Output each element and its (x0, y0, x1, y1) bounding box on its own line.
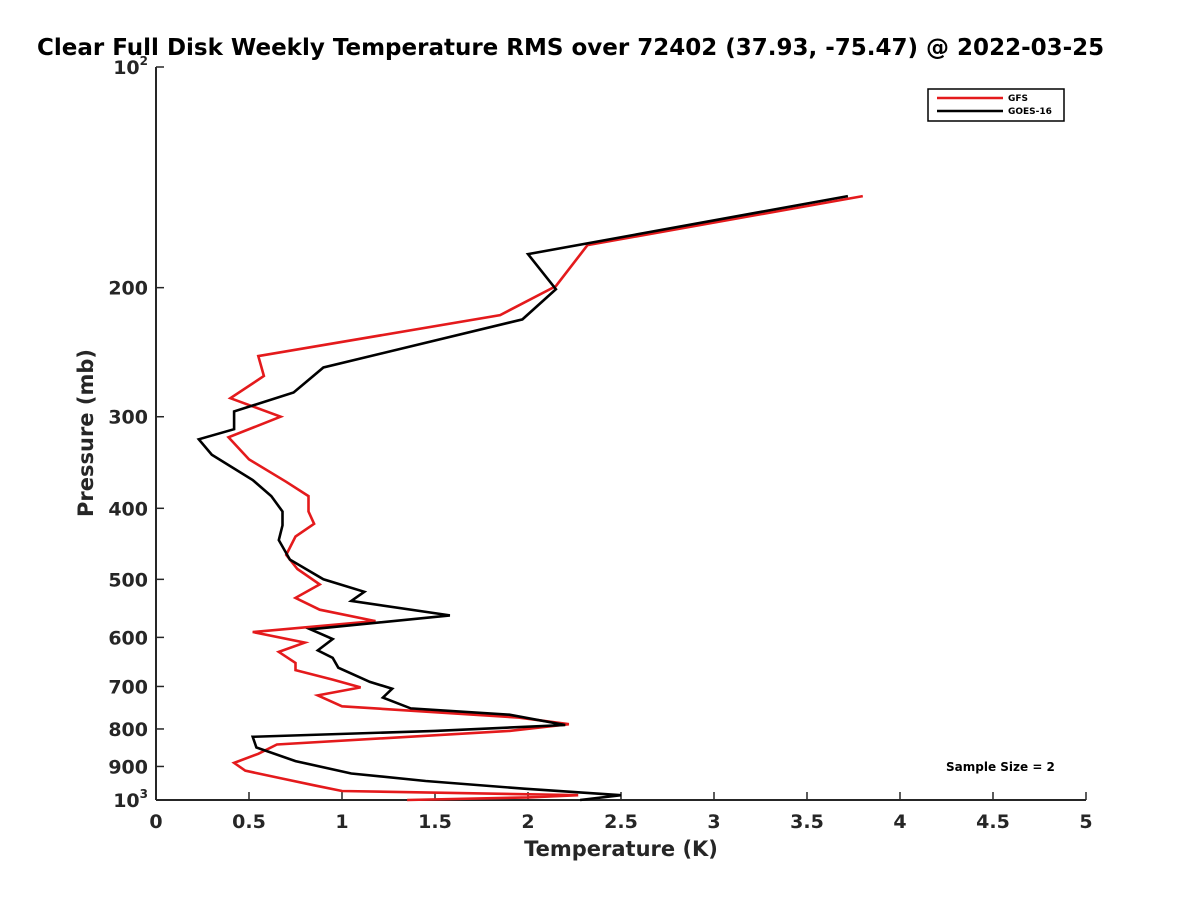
x-tick-label: 1 (335, 811, 348, 833)
x-tick-label: 4.5 (976, 811, 1010, 833)
legend-label-goes-16: GOES-16 (1008, 107, 1052, 117)
plot-area: 0 0.5 1 1.5 2 2.5 3 3.5 4 4.5 5 102 200 300 400 500 600… (108, 54, 1092, 833)
sample-size-annotation: Sample Size = 2 (946, 760, 1055, 774)
x-tick-label: 4 (893, 811, 906, 833)
x-tick-label: 0.5 (232, 811, 266, 833)
legend-label-gfs: GFS (1008, 94, 1028, 104)
x-tick-label: 3.5 (790, 811, 824, 833)
y-tick-label: 800 (108, 719, 148, 741)
y-axis-label: Pressure (mb) (74, 349, 98, 517)
legend-box (927, 88, 1065, 122)
y-axis-ticks: 102 200 300 400 500 600 700 800 900 103 (108, 54, 164, 812)
y-tick-label: 300 (108, 407, 148, 429)
x-tick-label: 5 (1079, 811, 1092, 833)
x-tick-label: 2 (521, 811, 534, 833)
series-line-gfs (226, 194, 864, 802)
series-layer (196, 194, 864, 802)
chart-title: Clear Full Disk Weekly Temperature RMS o… (37, 35, 1104, 61)
legend: GFS GOES-16 (927, 88, 1065, 122)
y-tick-label: 700 (108, 676, 148, 698)
y-tick-label: 103 (113, 787, 148, 812)
x-axis-label: Temperature (K) (524, 837, 718, 861)
x-tick-label: 0 (149, 811, 162, 833)
x-tick-label: 2.5 (604, 811, 638, 833)
x-tick-label: 3 (707, 811, 720, 833)
y-tick-label: 500 (108, 569, 148, 591)
x-tick-label: 1.5 (418, 811, 452, 833)
y-tick-label: 102 (113, 54, 148, 79)
y-tick-label: 900 (108, 756, 148, 778)
y-tick-label: 200 (108, 278, 148, 300)
x-axis-ticks: 0 0.5 1 1.5 2 2.5 3 3.5 4 4.5 5 (149, 792, 1093, 833)
y-tick-label: 600 (108, 627, 148, 649)
y-tick-label: 400 (108, 498, 148, 520)
series-line-goes-16 (196, 194, 849, 802)
